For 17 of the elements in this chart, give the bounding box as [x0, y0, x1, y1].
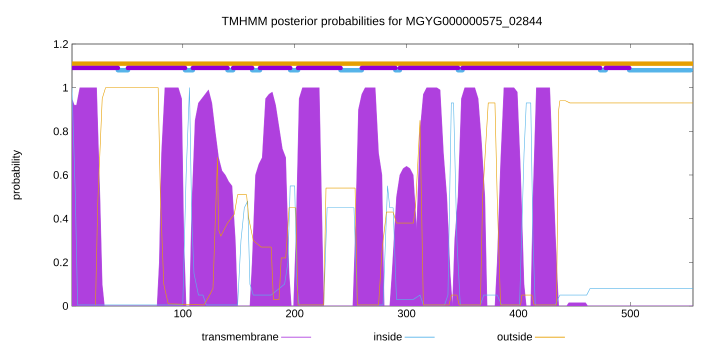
- legend-label: outside: [498, 332, 532, 341]
- y-tick-label: 1.2: [54, 40, 68, 48]
- x-tick-label: 500: [622, 310, 640, 318]
- x-tick-label: 400: [510, 310, 528, 318]
- y-tick-label: 0.8: [54, 127, 68, 136]
- y-axis-title: probability: [12, 150, 22, 200]
- y-tick-label: 1: [63, 84, 68, 92]
- y-tick-label: 0.6: [54, 171, 68, 179]
- x-tick-label: 300: [398, 310, 416, 318]
- chart-title: TMHMM posterior probabilities for MGYG000000575_02844: [222, 16, 542, 28]
- x-tick-label: 100: [174, 310, 192, 318]
- y-tick-label: 0: [62, 302, 68, 310]
- legend-label: transmembrane: [202, 332, 278, 341]
- x-tick-label: 200: [286, 310, 304, 318]
- legend-label: inside: [374, 332, 402, 341]
- y-tick-label: 0.4: [54, 214, 68, 223]
- y-tick-label: 0.2: [54, 258, 68, 266]
